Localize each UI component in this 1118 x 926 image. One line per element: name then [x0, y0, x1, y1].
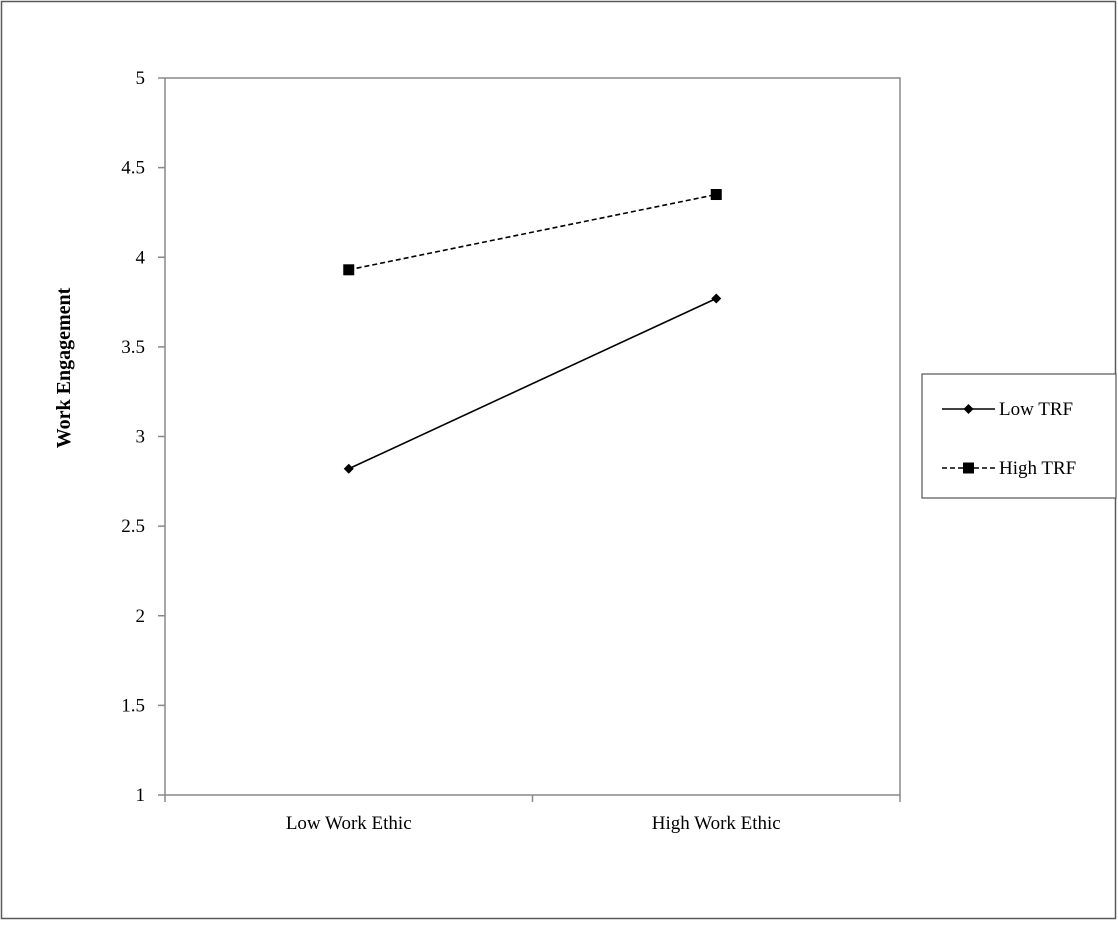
y-tick-label: 3.5 [121, 337, 145, 358]
series-line-1 [348, 193, 717, 271]
series-line-0 [348, 297, 717, 470]
y-tick-label: 2 [136, 606, 146, 627]
series-layer [343, 189, 722, 474]
y-tick-label: 1.5 [121, 695, 145, 716]
diamond-marker [343, 463, 354, 474]
y-tick-label: 4.5 [121, 158, 145, 179]
square-marker [343, 264, 355, 276]
y-tick-label: 2.5 [121, 516, 145, 537]
diamond-marker [963, 404, 974, 414]
y-tick-label: 1 [136, 785, 146, 806]
legend-label: High TRF [999, 458, 1076, 479]
square-marker [963, 462, 974, 474]
legend: Low TRF High TRF [921, 373, 1117, 499]
y-tick-label: 5 [136, 68, 146, 89]
x-tick-label: Low Work Ethic [286, 813, 412, 834]
y-axis-title: Work Engagement [53, 287, 75, 448]
legend-items: Low TRF High TRF [942, 399, 1076, 479]
x-tick-label: High Work Ethic [652, 813, 781, 834]
y-tick-label: 3 [136, 427, 146, 448]
y-axis: 1 1.5 2 2.5 3 3.5 4 4.5 5 [121, 68, 165, 806]
x-axis: Low Work Ethic High Work Ethic [164, 795, 901, 834]
square-marker [710, 189, 722, 201]
diamond-marker [711, 293, 722, 304]
legend-box [921, 373, 1117, 499]
legend-label: Low TRF [999, 399, 1073, 420]
y-tick-label: 4 [136, 247, 146, 268]
